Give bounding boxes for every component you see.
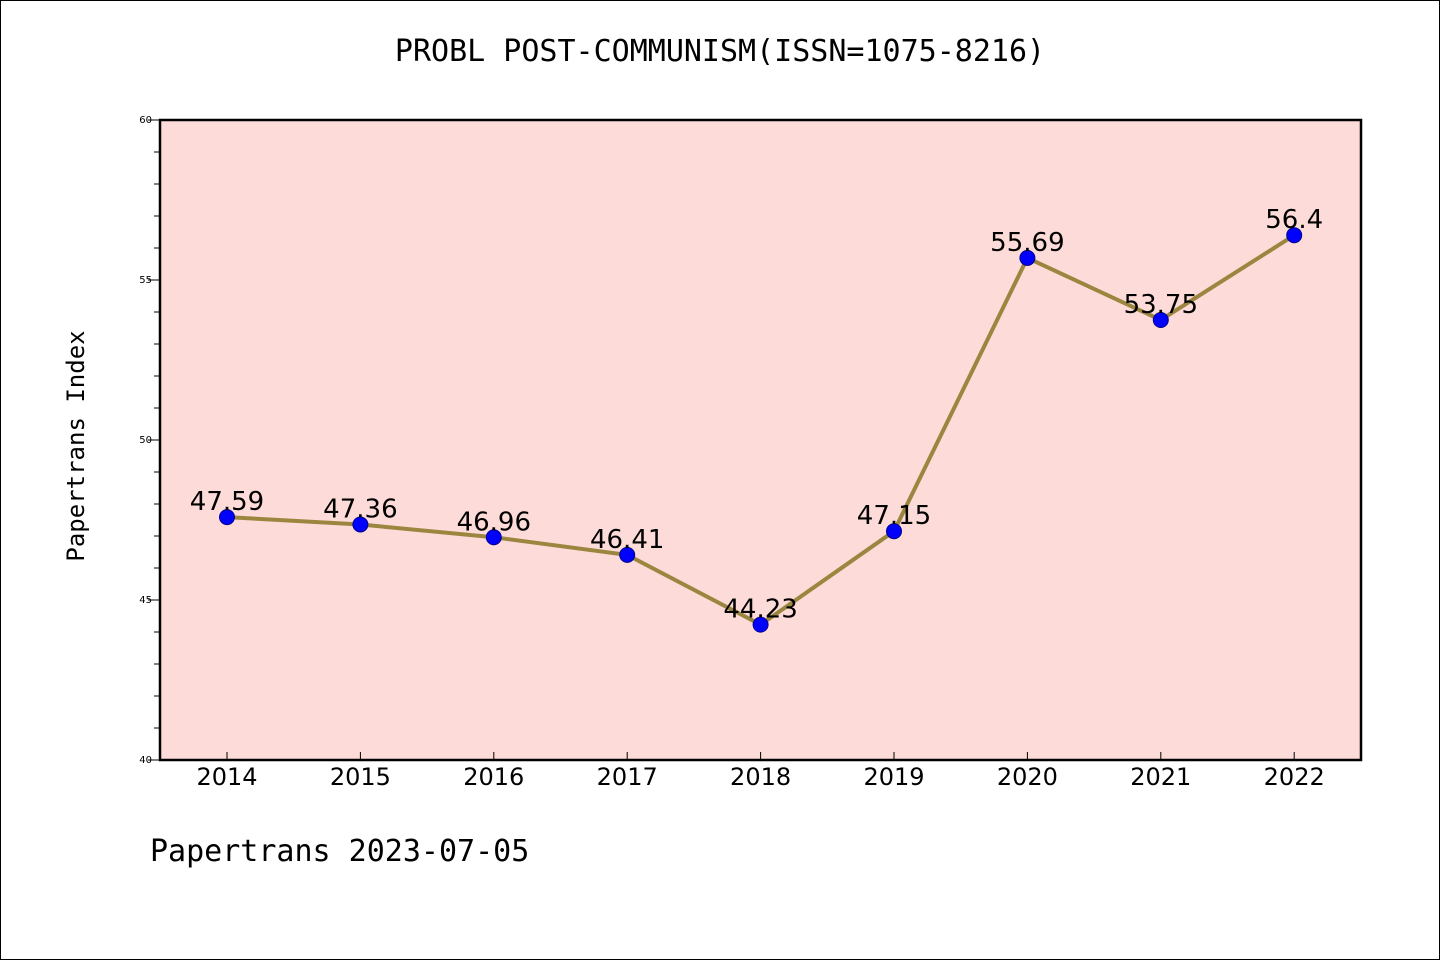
data-points: [219, 227, 1303, 633]
data-label: 47.15: [857, 501, 931, 531]
data-point: [886, 523, 902, 540]
x-tick-label: 2022: [1264, 763, 1325, 791]
data-labels: 47.59 47.36 46.96 46.41 44.23 47.15 55.69 53.75…: [190, 205, 1323, 624]
x-axis: 2014 2015 2016 2017 2018 2019 2020 2021 2022: [196, 752, 1325, 791]
data-label: 47.36: [323, 494, 397, 524]
data-label: 47.59: [190, 487, 264, 517]
data-point: [485, 529, 502, 546]
x-tick-label: 2018: [730, 763, 791, 791]
x-tick-label: 2014: [196, 763, 257, 791]
x-tick-label: 2015: [330, 763, 391, 791]
y-tick-label: 40: [139, 755, 152, 766]
data-label: 56.4: [1265, 205, 1323, 235]
y-tick-label: 55: [139, 275, 152, 286]
plot-border: [158, 118, 1363, 762]
plot-area: [160, 120, 1361, 760]
x-tick-label: 2019: [863, 763, 924, 791]
data-label: 44.23: [723, 595, 797, 625]
data-point: [619, 546, 636, 563]
data-point: [352, 516, 369, 533]
y-tick-label: 60: [139, 115, 152, 126]
data-point: [1019, 249, 1036, 266]
data-label: 46.41: [590, 525, 664, 555]
data-point: [219, 509, 235, 526]
x-tick-label: 2020: [997, 763, 1058, 791]
y-axis: 40 45 50 55 60: [139, 115, 160, 766]
data-point: [1286, 227, 1303, 244]
chart-title: PROBL POST-COMMUNISM(ISSN=1075-8216): [394, 34, 1046, 69]
data-label: 55.69: [990, 228, 1064, 258]
footer-note: Papertrans 2023-07-05: [150, 834, 530, 869]
data-point: [1152, 312, 1169, 328]
y-tick-label: 50: [139, 435, 152, 446]
data-label: 46.96: [457, 507, 531, 537]
x-tick-label: 2016: [463, 763, 524, 791]
x-tick-label: 2017: [597, 763, 658, 791]
data-label: 53.75: [1124, 290, 1198, 320]
data-point: [752, 616, 769, 633]
y-tick-label: 45: [139, 595, 152, 606]
x-tick-label: 2021: [1130, 763, 1191, 791]
